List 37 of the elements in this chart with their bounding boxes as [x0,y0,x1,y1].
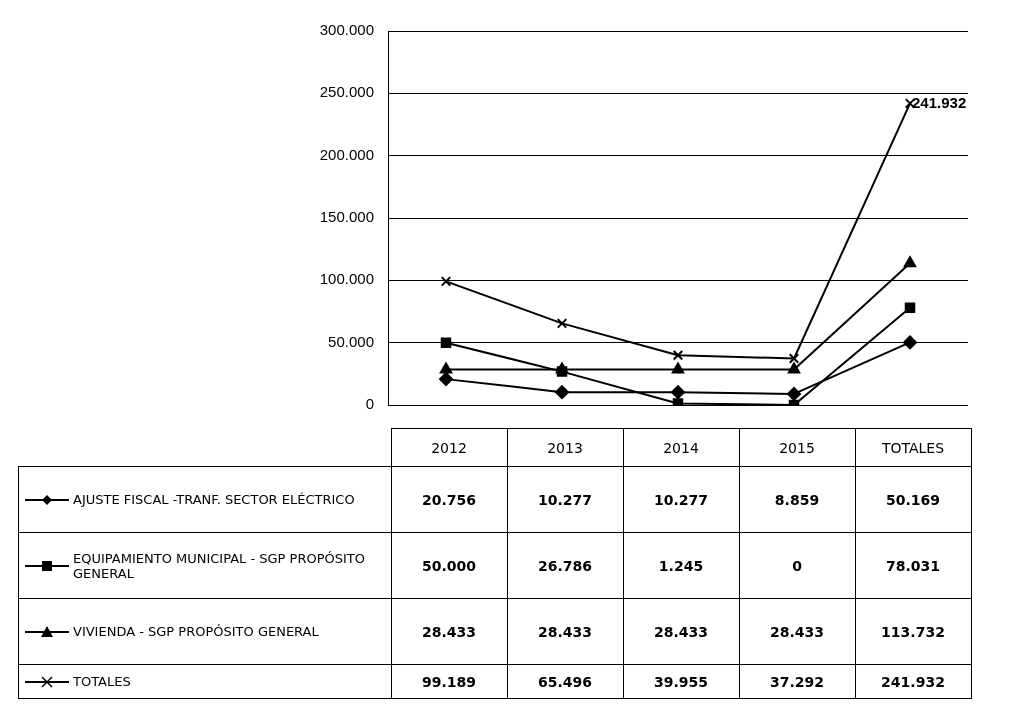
legend-label: VIVIENDA - SGP PROPÓSITO GENERAL [73,624,319,639]
x-tick-label: 2014 [623,428,739,467]
y-tick-label: 250.000 [319,83,374,101]
y-tick-label: 200.000 [319,145,374,163]
data-label: 28.433 [507,598,623,665]
x-tick-label: 2015 [739,428,855,467]
y-tick-label: 0 [365,395,374,413]
data-label: 0 [739,532,855,599]
data-label: 37.292 [739,664,855,699]
data-label: 113.732 [855,598,971,665]
legend-label: EQUIPAMIENTO MUNICIPAL - SGP PROPÓSITO GENERAL [73,550,367,581]
data-label: 50.169 [855,466,971,533]
x-tick-label: TOTALES [855,428,971,467]
data-label: 39.955 [623,664,739,699]
data-label: 28.433 [391,598,507,665]
data-label: 99.189 [391,664,507,699]
y-tick-label: 50.000 [328,332,374,350]
legend-label: TOTALES [73,674,131,689]
data-label: 8.859 [739,466,855,533]
data-label: 26.786 [507,532,623,599]
annotation: 241.932 [912,93,967,111]
data-label: 241.932 [855,664,971,699]
y-tick-label: 300.000 [319,21,374,39]
x-tick-label: 2013 [507,428,623,467]
data-label: 20.756 [391,466,507,533]
legend-label: AJUSTE FISCAL -TRANF. SECTOR ELÉCTRICO [73,492,355,507]
data-label: 78.031 [855,532,971,599]
data-label: 10.277 [623,466,739,533]
y-tick-label: 150.000 [319,208,374,226]
data-label: 28.433 [739,598,855,665]
data-label: 50.000 [391,532,507,599]
data-label: 28.433 [623,598,739,665]
data-label: 1.245 [623,532,739,599]
data-label: 65.496 [507,664,623,699]
x-tick-label: 2012 [391,428,507,467]
data-label: 10.277 [507,466,623,533]
y-tick-label: 100.000 [319,270,374,288]
